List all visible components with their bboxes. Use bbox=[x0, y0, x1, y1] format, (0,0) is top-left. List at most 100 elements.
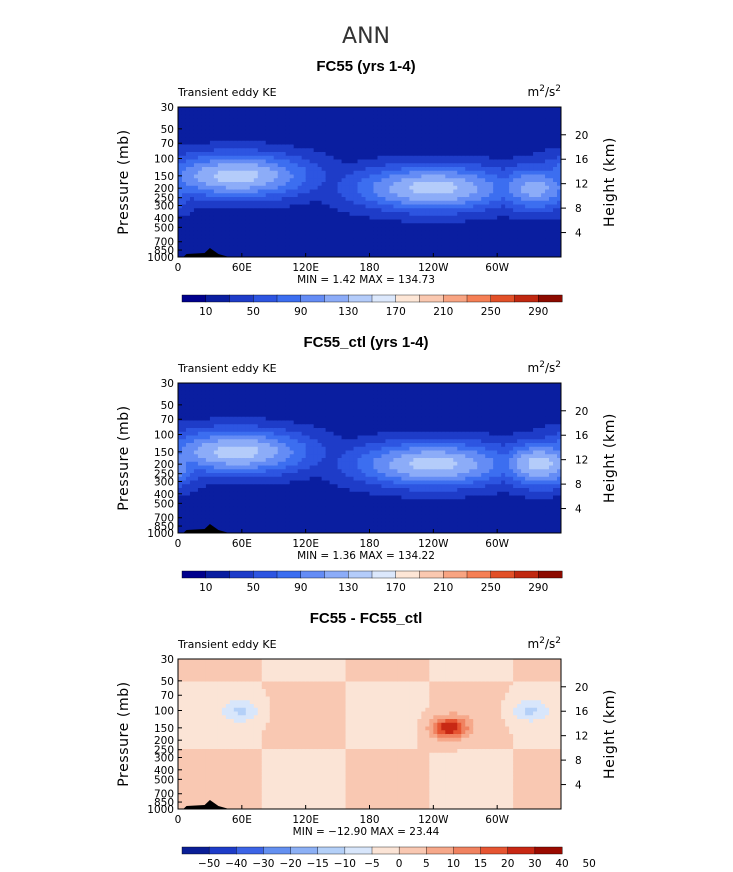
contour-cell bbox=[541, 249, 546, 254]
contour-cell bbox=[445, 107, 450, 112]
contour-cell bbox=[425, 107, 430, 112]
contour-cell bbox=[181, 159, 187, 164]
contour-cell bbox=[505, 200, 510, 206]
contour-cell bbox=[257, 465, 263, 470]
contour-cell bbox=[545, 204, 550, 209]
contour-cell bbox=[273, 454, 279, 459]
contour-cell bbox=[393, 219, 399, 224]
contour-cell bbox=[257, 148, 263, 153]
contour-cell bbox=[253, 170, 259, 176]
contour-cell bbox=[178, 458, 183, 463]
contour-cell bbox=[465, 137, 470, 142]
contour-cell bbox=[185, 510, 191, 515]
contour-cell bbox=[185, 390, 191, 395]
contour-cell bbox=[221, 167, 227, 172]
contour-cell bbox=[185, 454, 191, 459]
contour-cell bbox=[241, 420, 247, 425]
contour-cell bbox=[197, 215, 203, 221]
contour-cell bbox=[209, 386, 215, 392]
contour-cell bbox=[477, 137, 482, 142]
contour-cell bbox=[229, 398, 235, 403]
contour-cell bbox=[457, 204, 462, 209]
contour-cell bbox=[433, 253, 438, 257]
contour-cell bbox=[433, 219, 438, 224]
contour-cell bbox=[405, 245, 410, 251]
contour-cell bbox=[429, 122, 434, 127]
panel-2: FC55_ctl (yrs 1-4)Transient eddy KE m2/s2… bbox=[116, 334, 618, 594]
contour-cell bbox=[241, 152, 247, 157]
contour-cell bbox=[329, 227, 335, 232]
contour-cell bbox=[545, 137, 550, 142]
contour-cell bbox=[273, 170, 279, 176]
contour-cell bbox=[453, 107, 458, 112]
contour-cell bbox=[377, 125, 383, 131]
contour-cell bbox=[321, 159, 327, 164]
contour-cell bbox=[401, 204, 407, 209]
contour-cell bbox=[473, 212, 478, 217]
contour-cell bbox=[433, 148, 438, 153]
contour-cell bbox=[245, 129, 251, 134]
contour-cell bbox=[217, 159, 223, 164]
contour-cell bbox=[405, 189, 410, 194]
contour-cell bbox=[441, 129, 446, 134]
contour-cell bbox=[425, 170, 430, 176]
contour-cell bbox=[185, 125, 191, 131]
contour-cell bbox=[261, 454, 267, 459]
contour-cell bbox=[205, 137, 211, 142]
contour-cell bbox=[369, 159, 375, 164]
contour-cell bbox=[317, 129, 323, 134]
contour-cell bbox=[457, 215, 462, 221]
contour-cell bbox=[221, 242, 227, 247]
contour-cell bbox=[357, 193, 363, 198]
contour-cell bbox=[257, 431, 263, 437]
contour-cell bbox=[345, 107, 351, 112]
contour-cell bbox=[373, 110, 379, 116]
contour-cell bbox=[277, 170, 283, 176]
contour-cell bbox=[477, 170, 482, 176]
contour-cell bbox=[265, 223, 271, 228]
contour-cell bbox=[525, 170, 530, 176]
contour-cell bbox=[525, 148, 530, 153]
contour-cell bbox=[178, 110, 183, 116]
contour-cell bbox=[369, 152, 375, 157]
contour-cell bbox=[365, 107, 371, 112]
contour-cell bbox=[441, 249, 446, 254]
contour-cell bbox=[193, 197, 199, 202]
contour-cell bbox=[481, 155, 486, 161]
contour-cell bbox=[525, 163, 530, 168]
contour-cell bbox=[501, 129, 506, 134]
contour-cell bbox=[209, 167, 215, 172]
contour-cell bbox=[381, 234, 387, 239]
contour-cell bbox=[517, 114, 522, 119]
contour-cell bbox=[533, 227, 538, 232]
contour-cell bbox=[213, 454, 219, 459]
contour-cell bbox=[449, 212, 454, 217]
contour-cell bbox=[253, 495, 259, 500]
x-tick-label: 120E bbox=[292, 262, 319, 274]
contour-cell bbox=[233, 428, 239, 433]
contour-cell bbox=[521, 170, 526, 176]
contour-cell bbox=[405, 137, 410, 142]
contour-cell bbox=[229, 386, 235, 392]
contour-cell bbox=[473, 208, 478, 213]
contour-cell bbox=[453, 200, 458, 206]
contour-cell bbox=[449, 163, 454, 168]
contour-cell bbox=[321, 197, 327, 202]
contour-cell bbox=[193, 484, 199, 489]
contour-cell bbox=[229, 491, 235, 497]
contour-cell bbox=[529, 129, 534, 134]
contour-cell bbox=[325, 238, 331, 243]
contour-cell bbox=[405, 197, 410, 202]
contour-cell bbox=[201, 521, 207, 527]
contour-cell bbox=[541, 110, 546, 116]
contour-cell bbox=[461, 107, 466, 112]
contour-cell bbox=[277, 390, 283, 395]
contour-cell bbox=[401, 223, 407, 228]
contour-cell bbox=[357, 167, 363, 172]
contour-cell bbox=[249, 499, 255, 504]
contour-cell bbox=[213, 465, 219, 470]
contour-cell bbox=[233, 405, 239, 410]
contour-cell bbox=[269, 424, 275, 429]
contour-cell bbox=[437, 219, 442, 224]
contour-cell bbox=[445, 249, 450, 254]
